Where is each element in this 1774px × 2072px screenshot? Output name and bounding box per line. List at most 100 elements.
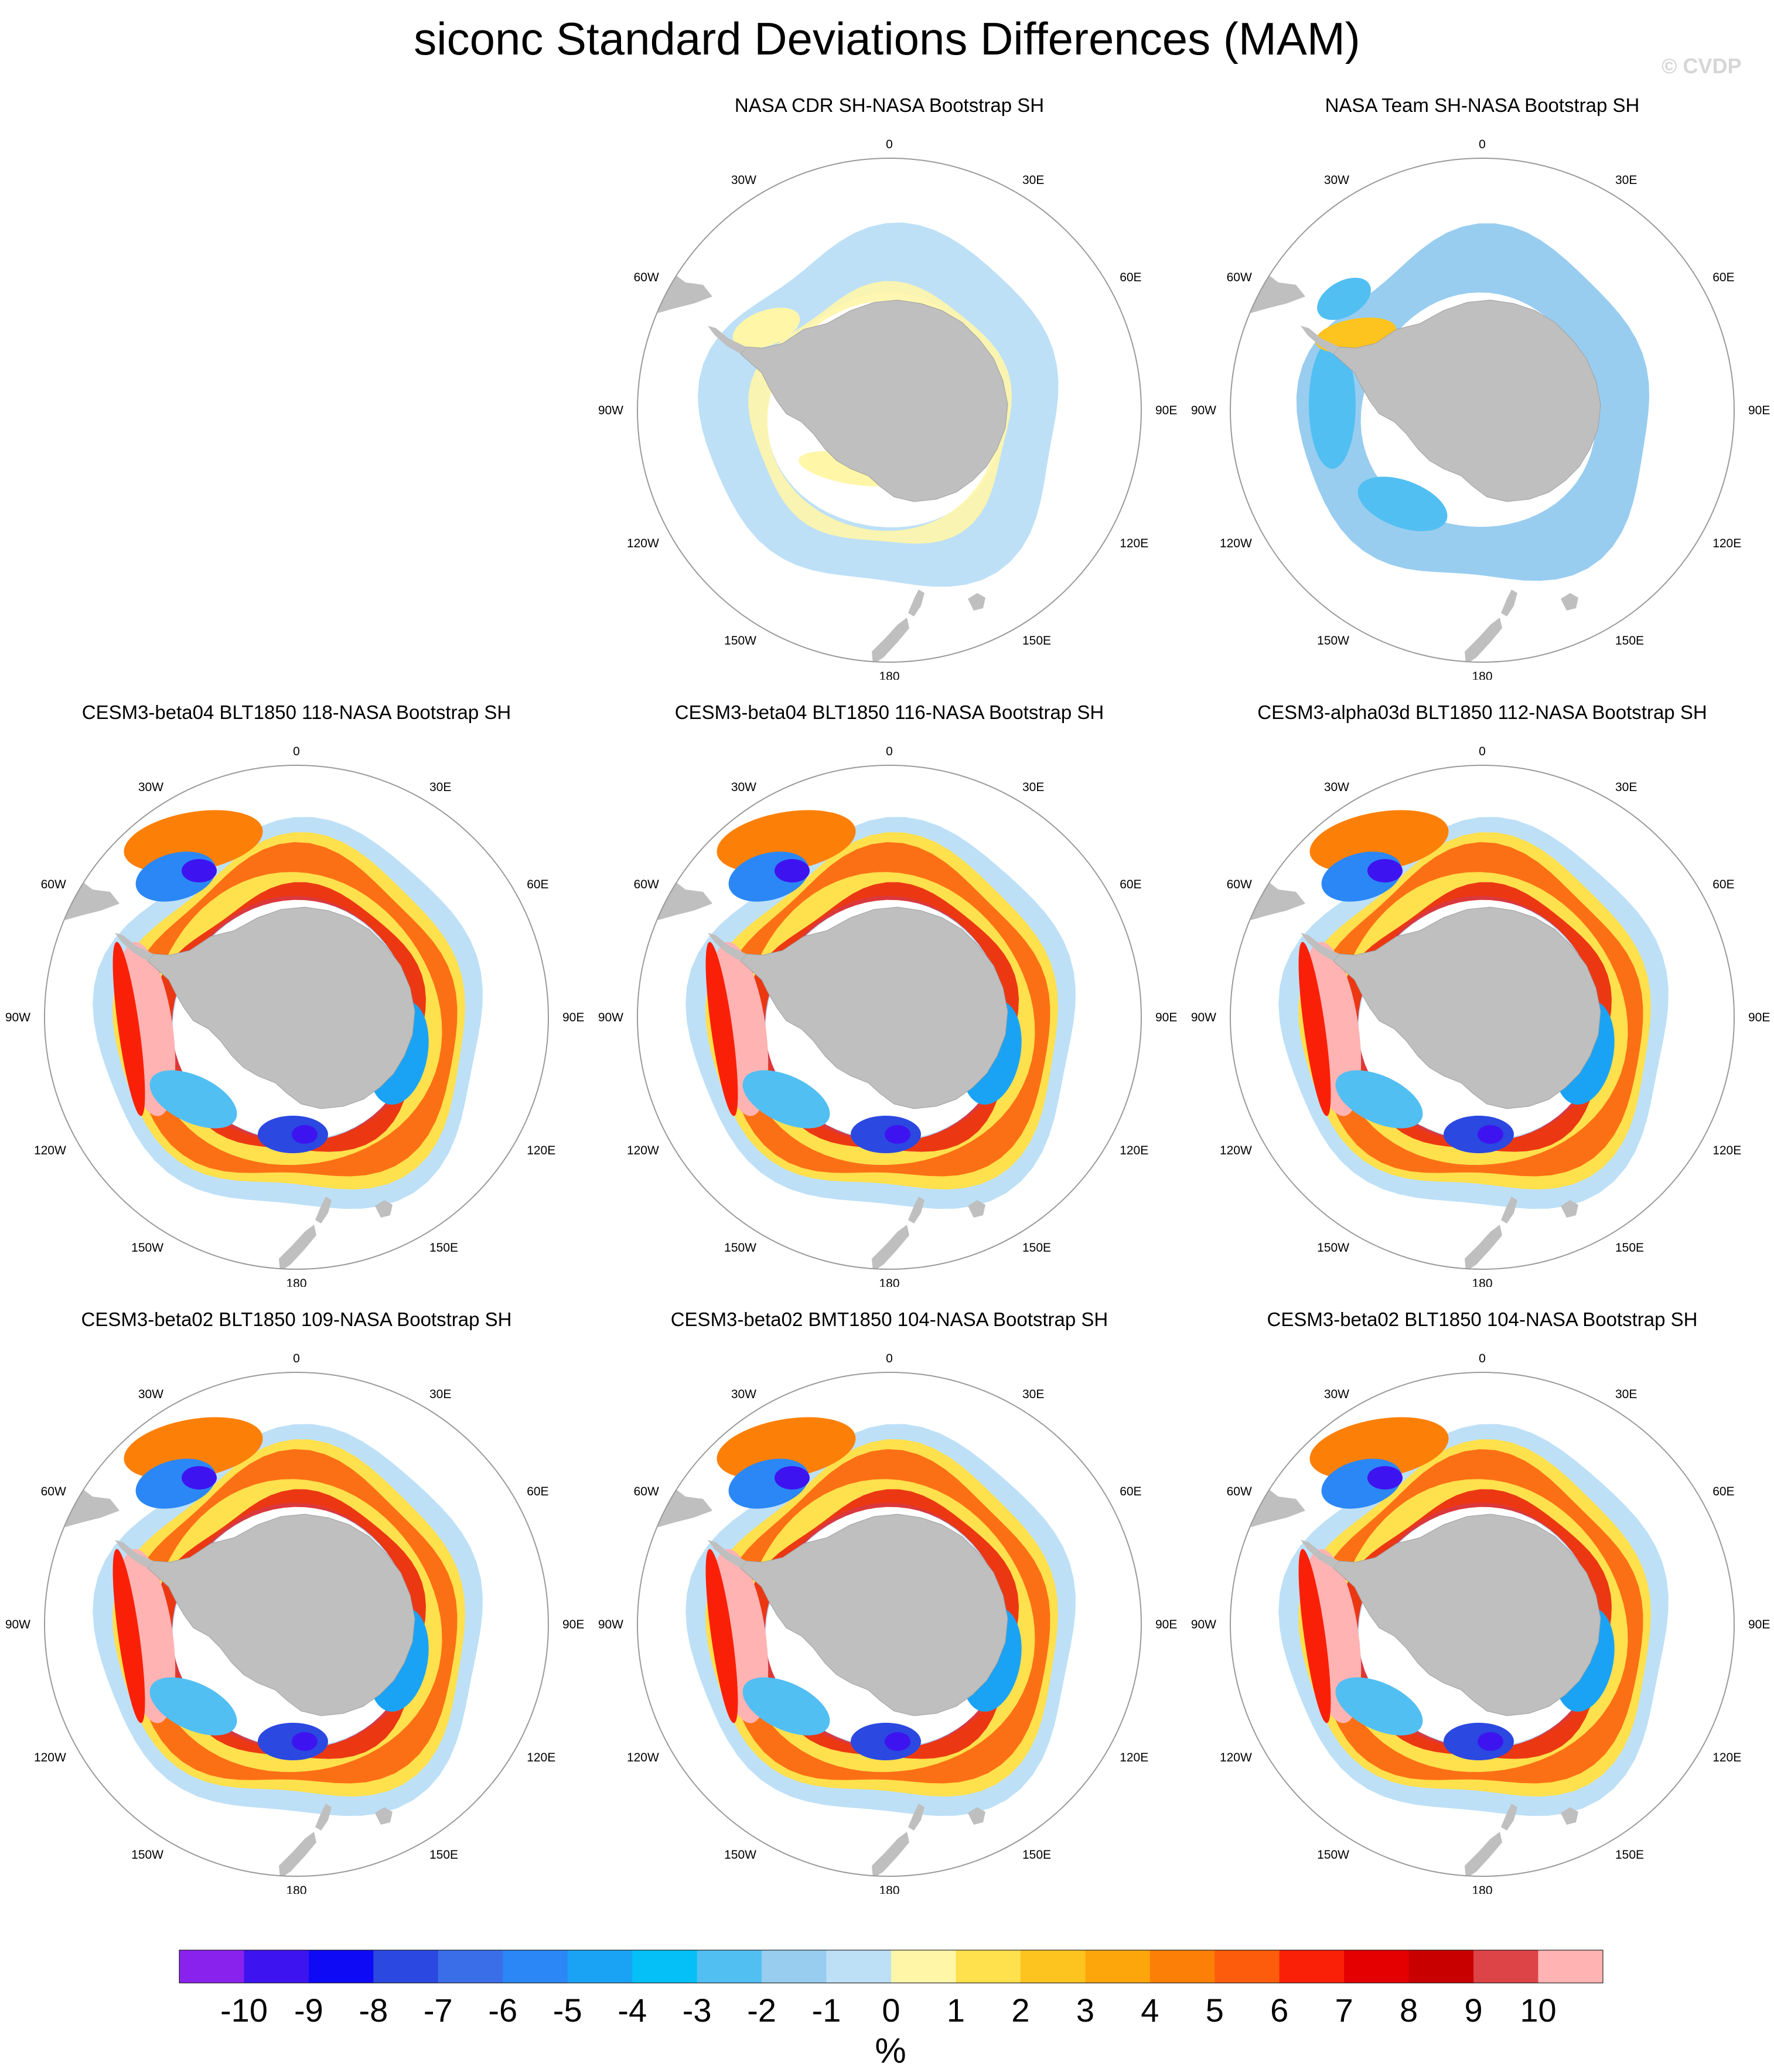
longitude-label: 60W: [634, 271, 659, 284]
longitude-label: 180: [1472, 1277, 1492, 1287]
longitude-label: 180: [286, 1277, 306, 1287]
longitude-label: 90E: [562, 1618, 584, 1631]
longitude-label: 180: [286, 1884, 306, 1894]
longitude-label: 30W: [1324, 1388, 1349, 1401]
longitude-label: 90E: [1748, 1618, 1770, 1631]
colorbar-unit: %: [875, 2031, 906, 2070]
colorbar-swatch: [244, 1950, 309, 1983]
map-panel: CESM3-beta02 BMT1850 104-NASA Bootstrap …: [593, 1308, 1186, 1894]
longitude-label: 90W: [598, 404, 623, 417]
colorbar-swatch: [697, 1950, 762, 1983]
longitude-label: 90E: [1748, 1011, 1770, 1024]
panel-title: CESM3-beta04 BLT1850 118-NASA Bootstrap …: [81, 701, 511, 723]
longitude-label: 30W: [1324, 173, 1349, 187]
longitude-label: 30W: [138, 781, 163, 794]
longitude-label: 30E: [1615, 173, 1637, 187]
longitude-label: 90E: [1155, 1618, 1177, 1631]
longitude-label: 120W: [627, 1751, 659, 1764]
longitude-label: 30E: [1022, 781, 1044, 794]
longitude-label: 60W: [1227, 271, 1252, 284]
map-panel: CESM3-beta04 BLT1850 118-NASA Bootstrap …: [0, 701, 593, 1287]
longitude-label: 60W: [1227, 878, 1252, 891]
map-panel: NASA Team SH-NASA Bootstrap SH 0 30E 60E 90E…: [1186, 94, 1774, 680]
longitude-label: 150E: [1022, 1848, 1051, 1862]
longitude-label: 0: [886, 138, 893, 151]
longitude-label: 120W: [34, 1751, 66, 1764]
longitude-label: 0: [1479, 745, 1486, 758]
polar-stereographic-map: 0 30E 60E 90E 120E 150E 180 150W 120W 90W 60W 30W: [5, 1352, 585, 1894]
longitude-label: 150E: [429, 1848, 458, 1862]
longitude-label: 60E: [527, 878, 548, 891]
sea-ice-field: [637, 222, 1059, 662]
sea-ice-field: [45, 810, 483, 1269]
longitude-label: 30E: [1615, 1388, 1637, 1401]
longitude-label: 60E: [1712, 271, 1734, 284]
longitude-label: 30E: [1022, 1388, 1044, 1401]
panel-title: NASA Team SH-NASA Bootstrap SH: [1325, 94, 1640, 116]
colorbar-swatch: [1214, 1950, 1280, 1983]
longitude-label: 120E: [1120, 537, 1148, 550]
map-boundary-circle: [1230, 765, 1735, 1270]
longitude-label: 90E: [1748, 404, 1770, 417]
longitude-label: 150W: [1317, 1241, 1349, 1255]
colorbar-swatch: [1149, 1950, 1215, 1983]
longitude-label: 90W: [1191, 1011, 1216, 1024]
colorbar-swatch: [567, 1950, 633, 1983]
longitude-label: 150W: [724, 1848, 756, 1862]
panel-title: CESM3-beta04 BLT1850 116-NASA Bootstrap …: [674, 701, 1104, 723]
longitude-label: 180: [879, 1884, 899, 1894]
sea-ice-field: [1230, 223, 1650, 662]
longitude-label: 120W: [1220, 537, 1252, 550]
longitude-label: 90W: [5, 1011, 30, 1024]
colorbar-swatch: [373, 1950, 439, 1983]
map-boundary-circle: [44, 1372, 549, 1877]
longitude-label: 150W: [1317, 1848, 1349, 1862]
longitude-label: 120E: [1712, 1144, 1741, 1157]
longitude-label: 120E: [1120, 1751, 1148, 1764]
map-panel: CESM3-beta02 BLT1850 109-NASA Bootstrap …: [0, 1308, 593, 1894]
longitude-label: 60E: [1712, 1485, 1734, 1498]
colorbar-tick-label: 6: [1270, 1992, 1288, 2029]
longitude-label: 90E: [1155, 404, 1177, 417]
figure-title: siconc Standard Deviations Differences (…: [414, 13, 1360, 64]
longitude-label: 120W: [1220, 1144, 1252, 1157]
longitude-label: 90E: [1155, 1011, 1177, 1024]
longitude-label: 60E: [527, 1485, 548, 1498]
longitude-label: 60E: [1120, 878, 1141, 891]
longitude-label: 30W: [138, 1388, 163, 1401]
colorbar-swatch: [762, 1950, 827, 1983]
longitude-label: 30E: [1022, 173, 1044, 187]
map-boundary-circle: [637, 158, 1142, 663]
colorbar-tick-label: -3: [683, 1992, 712, 2029]
colorbar-swatch: [1408, 1950, 1474, 1983]
longitude-label: 90W: [1191, 404, 1216, 417]
colorbar-frame: [179, 1950, 1604, 1984]
polar-stereographic-map: 0 30E 60E 90E 120E 150E 180 150W 120W 90W 60W 30W: [1191, 1352, 1770, 1894]
longitude-label: 0: [293, 745, 300, 758]
panel-title: NASA CDR SH-NASA Bootstrap SH: [734, 94, 1045, 116]
colorbar-swatch: [1344, 1950, 1410, 1983]
longitude-label: 30E: [1615, 781, 1637, 794]
colorbar-tick-label: -9: [294, 1992, 323, 2029]
map-panel: CESM3-beta02 BLT1850 104-NASA Bootstrap …: [1186, 1308, 1774, 1894]
map-boundary-circle: [637, 765, 1142, 1270]
longitude-label: 30W: [731, 173, 756, 187]
longitude-label: 120E: [1712, 537, 1741, 550]
map-panel: NASA CDR SH-NASA Bootstrap SH 0 30E 60E 90E 1…: [593, 94, 1186, 680]
longitude-label: 60E: [1120, 1485, 1141, 1498]
longitude-label: 90W: [1191, 1618, 1216, 1631]
colorbar-tick-label: 1: [947, 1992, 965, 2029]
map-boundary-circle: [1230, 1372, 1735, 1877]
colorbar-tick-label: -8: [359, 1992, 388, 2029]
colorbar-tick-label: -2: [747, 1992, 776, 2029]
colorbar-tick-label: -4: [618, 1992, 647, 2029]
panel-title: CESM3-beta02 BMT1850 104-NASA Bootstrap …: [670, 1308, 1108, 1330]
longitude-label: 150E: [1615, 634, 1644, 648]
polar-stereographic-map: 0 30E 60E 90E 120E 150E 180 150W 120W 90W 60W 30W: [598, 745, 1178, 1287]
colorbar-swatch: [1279, 1950, 1345, 1983]
longitude-label: 150E: [429, 1241, 458, 1255]
longitude-label: 120E: [1712, 1751, 1741, 1764]
colorbar-swatch: [438, 1950, 503, 1983]
sea-ice-field: [637, 1417, 1076, 1876]
polar-stereographic-map: 0 30E 60E 90E 120E 150E 180 150W 120W 90W 60W 30W: [598, 1352, 1178, 1894]
